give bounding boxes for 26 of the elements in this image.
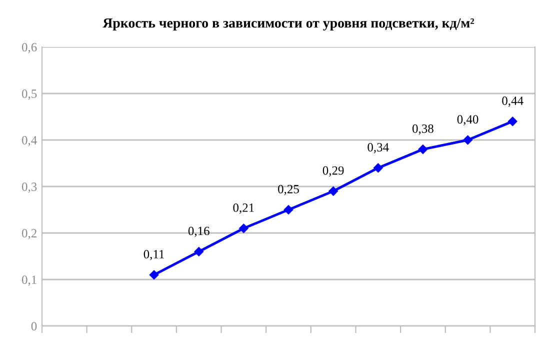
data-label: 0,40 — [457, 115, 478, 126]
point — [418, 144, 428, 154]
y-tick-label: 0,4 — [22, 136, 37, 146]
point — [239, 224, 248, 233]
y-tick-label: 0 — [31, 322, 37, 330]
point — [284, 205, 294, 214]
point — [194, 246, 204, 256]
point — [374, 163, 383, 173]
data-label: 0,21 — [233, 203, 254, 214]
data-label: 0,11 — [144, 250, 164, 260]
y-tick-label: 0,1 — [22, 276, 36, 286]
y-tick-label: 0,3 — [22, 182, 37, 193]
point — [463, 135, 472, 145]
y-tick-label: 0,2 — [22, 229, 36, 240]
data-label: 0,34 — [368, 143, 389, 154]
chart-title: Яркость черного в зависимости от уровня подсветки, кд/м² — [102, 18, 474, 31]
data-label: 0,25 — [278, 184, 299, 196]
data-label: 0,16 — [188, 226, 210, 237]
point — [508, 116, 518, 126]
y-tick-label: 0,5 — [22, 90, 37, 100]
data-label: 0,44 — [502, 96, 524, 107]
data-label: 0,29 — [322, 166, 344, 177]
point — [328, 186, 338, 196]
data-label: 0,38 — [412, 124, 434, 135]
point — [149, 270, 159, 280]
y-tick-label: 0,6 — [22, 43, 37, 54]
